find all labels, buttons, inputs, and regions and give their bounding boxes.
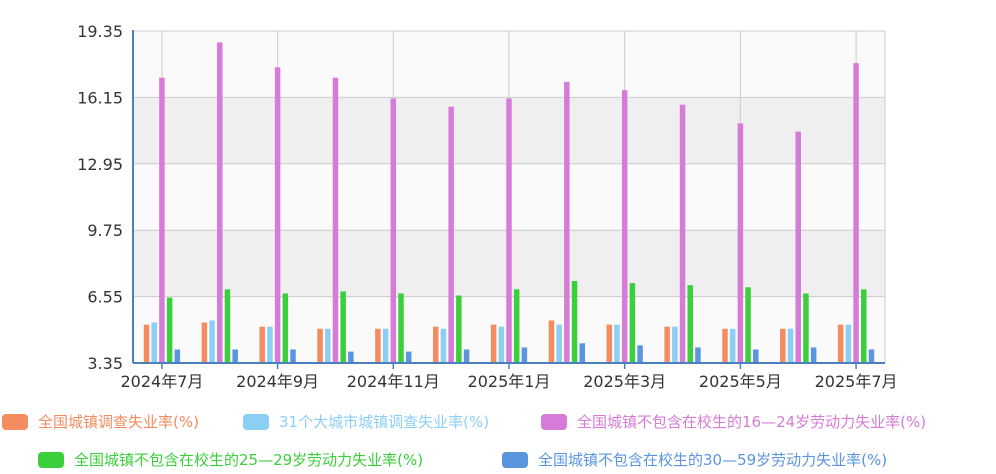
- legend-label-25-29: 全国城镇不包含在校生的25—29岁劳动力失业率(%): [74, 451, 424, 469]
- x-tick-label: 2024年11月: [347, 372, 440, 391]
- bar: [506, 98, 512, 363]
- bar: [571, 281, 578, 363]
- bar: [340, 291, 346, 363]
- bar: [151, 322, 157, 363]
- legend-label-national: 全国城镇调查失业率(%): [38, 413, 199, 431]
- x-tick-label: 2025年7月: [815, 372, 898, 391]
- bar: [382, 328, 389, 363]
- legend-swatch-25-29: [38, 451, 64, 468]
- bar: [837, 324, 844, 363]
- bar: [259, 326, 265, 363]
- bar: [614, 324, 620, 363]
- legend-item-30-59[interactable]: 全国城镇不包含在校生的30—59岁劳动力失业率(%): [502, 449, 887, 470]
- bar: [232, 349, 238, 363]
- bar: [317, 328, 323, 363]
- bar: [332, 77, 339, 363]
- bar: [672, 326, 678, 363]
- y-tick-label: 19.35: [77, 22, 123, 41]
- bar: [664, 326, 670, 363]
- bar: [463, 349, 470, 363]
- chart-svg: 3.35 6.55 9.75 12.95 16.15 19.35 2024年7月 2024年9…: [77, 22, 898, 391]
- bar: [621, 90, 628, 363]
- legend-label-31-cities: 31个大城市城镇调查失业率(%): [279, 413, 490, 431]
- y-tick-label: 6.55: [87, 288, 123, 307]
- bar: [787, 328, 794, 363]
- bar: [629, 283, 636, 363]
- bar: [795, 131, 801, 363]
- bar: [224, 289, 231, 363]
- bar: [729, 328, 736, 363]
- x-tick-label: 2024年9月: [236, 372, 319, 391]
- bar: [282, 293, 289, 363]
- bar: [868, 349, 875, 363]
- bar: [606, 324, 613, 363]
- bar: [722, 328, 728, 363]
- x-tick-label: 2024年7月: [120, 372, 203, 391]
- bar: [433, 326, 439, 363]
- bar: [637, 345, 643, 363]
- bar: [513, 289, 520, 363]
- bar: [556, 324, 562, 363]
- legend-label-30-59: 全国城镇不包含在校生的30—59岁劳动力失业率(%): [538, 451, 888, 469]
- bar: [803, 293, 809, 363]
- bar: [753, 349, 759, 363]
- x-tick-label: 2025年3月: [583, 372, 666, 391]
- bar: [737, 123, 744, 364]
- legend-label-16-24: 全国城镇不包含在校生的16—24岁劳动力失业率(%): [577, 413, 927, 431]
- y-tick-label: 16.15: [77, 88, 123, 107]
- bar: [548, 320, 555, 363]
- legend-item-national[interactable]: 全国城镇调查失业率(%): [2, 411, 199, 432]
- bar: [143, 324, 150, 363]
- bar: [290, 349, 296, 363]
- bar: [490, 324, 497, 363]
- legend-item-16-24[interactable]: 全国城镇不包含在校生的16—24岁劳动力失业率(%): [541, 411, 926, 432]
- legend-item-25-29[interactable]: 全国城镇不包含在校生的25—29岁劳动力失业率(%): [38, 449, 423, 470]
- legend-swatch-30-59: [502, 451, 528, 468]
- bar: [780, 328, 786, 363]
- bar: [745, 287, 751, 363]
- bar: [448, 106, 454, 364]
- legend-swatch-31-cities: [243, 413, 269, 430]
- x-tick-label: 2025年1月: [468, 372, 551, 391]
- bar: [564, 81, 570, 364]
- bar: [274, 67, 281, 363]
- bar: [440, 328, 447, 363]
- bar: [166, 297, 173, 363]
- legend-swatch-16-24: [541, 413, 567, 430]
- bar: [687, 285, 693, 363]
- bar: [390, 98, 397, 363]
- bar: [810, 347, 817, 363]
- bar: [521, 347, 528, 363]
- bar: [325, 328, 331, 363]
- bar: [405, 351, 412, 363]
- bar: [174, 349, 181, 363]
- legend-swatch-national: [2, 413, 28, 430]
- bar: [679, 104, 686, 363]
- bar: [267, 326, 273, 363]
- bar: [217, 42, 223, 363]
- legend-item-31-cities[interactable]: 31个大城市城镇调查失业率(%): [243, 411, 489, 432]
- bar: [375, 328, 381, 363]
- bar: [456, 295, 462, 363]
- legend: 全国城镇调查失业率(%) 31个大城市城镇调查失业率(%) 全国城镇不包含在校生…: [0, 408, 996, 474]
- bar: [861, 289, 867, 363]
- y-tick-label: 12.95: [77, 155, 123, 174]
- y-tick-label: 3.35: [87, 354, 123, 373]
- bar: [398, 293, 404, 363]
- bar: [845, 324, 852, 363]
- bar: [209, 320, 215, 363]
- bar: [853, 63, 859, 363]
- bar: [159, 77, 165, 363]
- y-tick-label: 9.75: [87, 221, 123, 240]
- x-tick-label: 2025年5月: [699, 372, 782, 391]
- bar: [201, 322, 208, 363]
- bar: [348, 351, 354, 363]
- bar: [498, 326, 505, 363]
- bar: [579, 343, 585, 363]
- bar: [695, 347, 701, 363]
